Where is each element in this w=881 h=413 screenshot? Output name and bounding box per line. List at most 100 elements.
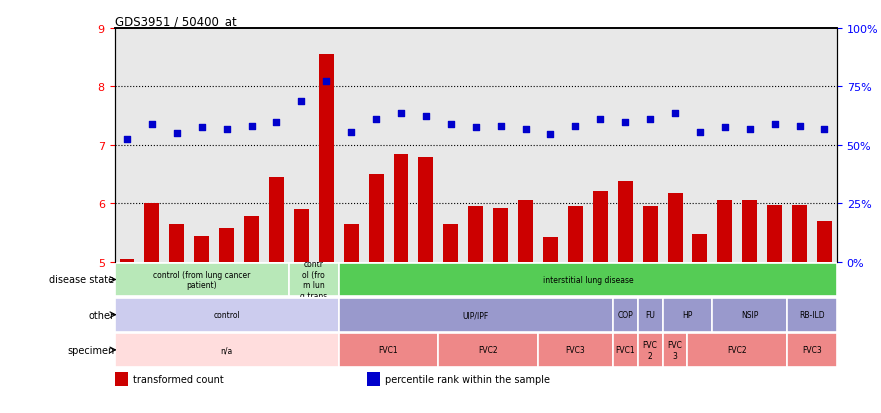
Point	[718, 125, 732, 131]
Text: transformed count: transformed count	[132, 374, 224, 384]
Bar	[115, 263, 289, 297]
Text: other: other	[88, 310, 115, 320]
Bar	[593, 191, 608, 262]
Text: FVC1: FVC1	[616, 346, 635, 354]
Text: COP: COP	[618, 311, 633, 319]
Point	[469, 125, 483, 131]
Point	[418, 113, 433, 120]
Bar	[687, 333, 787, 367]
Bar	[493, 209, 508, 262]
Bar	[638, 333, 663, 367]
Bar	[115, 298, 338, 332]
Bar	[319, 55, 334, 262]
Bar	[638, 298, 663, 332]
Point	[593, 116, 607, 123]
Bar	[443, 224, 458, 262]
Text: percentile rank within the sample: percentile rank within the sample	[386, 374, 551, 384]
Bar	[663, 333, 687, 367]
Text: FVC2: FVC2	[478, 346, 498, 354]
Text: n/a: n/a	[220, 346, 233, 354]
Bar	[692, 234, 707, 262]
Text: FVC
2: FVC 2	[642, 340, 657, 360]
Bar	[338, 298, 613, 332]
Point	[493, 123, 507, 130]
Text: FVC3: FVC3	[566, 346, 585, 354]
Bar	[713, 298, 787, 332]
Point	[369, 116, 383, 123]
Bar	[269, 178, 284, 262]
Point	[120, 136, 134, 143]
Point	[144, 122, 159, 128]
Bar	[613, 333, 638, 367]
Bar	[418, 157, 433, 262]
Point	[818, 126, 832, 133]
Point	[643, 116, 657, 123]
Point	[170, 131, 184, 137]
Point	[519, 126, 533, 133]
Bar	[219, 228, 234, 262]
Text: FU: FU	[645, 311, 655, 319]
Point	[767, 122, 781, 128]
Text: NSIP: NSIP	[741, 311, 759, 319]
Bar	[115, 372, 128, 386]
Bar	[120, 259, 135, 262]
Bar	[144, 204, 159, 262]
Bar	[194, 236, 209, 262]
Text: UIP/IPF: UIP/IPF	[463, 311, 489, 319]
Bar	[294, 210, 309, 262]
Text: contr
ol (fro
m lun
g trans: contr ol (fro m lun g trans	[300, 260, 328, 300]
Point	[568, 123, 582, 130]
Bar	[518, 201, 533, 262]
Bar	[668, 193, 683, 262]
Bar	[717, 201, 732, 262]
Text: disease state: disease state	[49, 275, 115, 285]
Text: FVC1: FVC1	[379, 346, 398, 354]
Bar	[543, 237, 558, 262]
Text: FVC
3: FVC 3	[668, 340, 683, 360]
Point	[618, 119, 633, 126]
Bar	[469, 207, 483, 262]
Bar	[787, 298, 837, 332]
Bar	[663, 298, 713, 332]
Point	[245, 123, 259, 130]
Text: FVC2: FVC2	[728, 346, 747, 354]
Bar	[618, 182, 633, 262]
Text: HP: HP	[682, 311, 692, 319]
Bar	[338, 333, 439, 367]
Point	[294, 99, 308, 105]
Point	[544, 132, 558, 138]
Bar	[244, 217, 259, 262]
Point	[444, 122, 458, 128]
Bar	[642, 207, 657, 262]
Bar	[743, 201, 758, 262]
Text: control: control	[213, 311, 240, 319]
Bar	[394, 154, 409, 262]
Point	[743, 126, 757, 133]
Point	[319, 78, 333, 85]
Bar	[367, 372, 381, 386]
Bar	[792, 205, 807, 262]
Point	[270, 119, 284, 126]
Bar	[767, 205, 782, 262]
Text: RB-ILD: RB-ILD	[799, 311, 825, 319]
Bar	[368, 175, 383, 262]
Text: interstitial lung disease: interstitial lung disease	[543, 275, 633, 284]
Bar	[289, 263, 338, 297]
Point	[793, 123, 807, 130]
Point	[692, 129, 707, 136]
Bar	[344, 224, 359, 262]
Bar	[787, 333, 837, 367]
Text: specimen: specimen	[67, 345, 115, 355]
Text: FVC3: FVC3	[803, 346, 822, 354]
Text: control (from lung cancer
patient): control (from lung cancer patient)	[153, 270, 250, 290]
Bar	[169, 224, 184, 262]
Bar	[613, 298, 638, 332]
Bar	[115, 333, 338, 367]
Bar	[538, 333, 613, 367]
Bar	[439, 333, 538, 367]
Point	[668, 110, 682, 117]
Text: GDS3951 / 50400_at: GDS3951 / 50400_at	[115, 15, 236, 28]
Point	[219, 126, 233, 133]
Bar	[568, 207, 583, 262]
Point	[195, 125, 209, 131]
